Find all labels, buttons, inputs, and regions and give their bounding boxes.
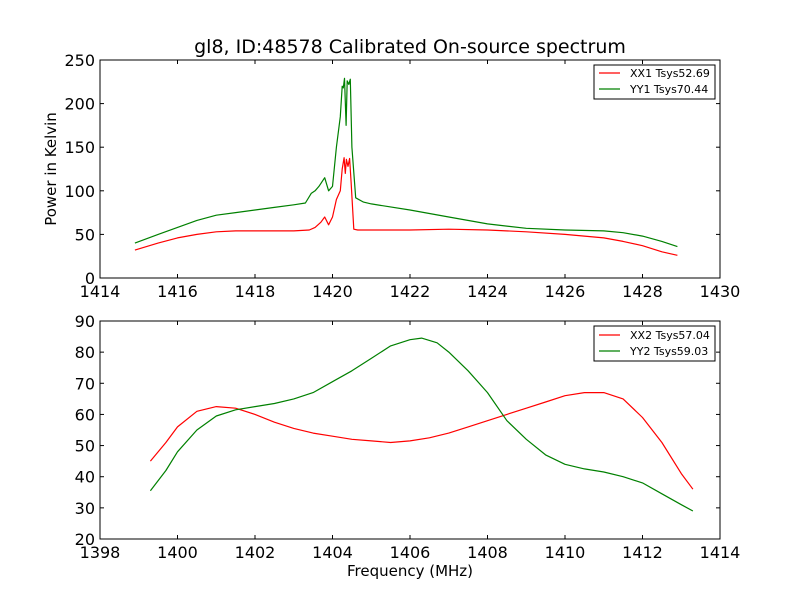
bottom-x-tick-label-7: 1412 xyxy=(622,543,663,562)
bottom-y-tick-label-5: 70 xyxy=(75,374,95,393)
top-y-tick-label-2: 100 xyxy=(64,182,95,201)
bottom-x-tick-label-5: 1408 xyxy=(467,543,508,562)
bottom-y-tick-label-3: 50 xyxy=(75,437,95,456)
top-legend: XX1 Tsys52.69 YY1 Tsys70.44 xyxy=(593,64,716,100)
top-x-tick-label-2: 1418 xyxy=(235,282,276,301)
bottom-spectrum-panel: Frequency (MHz) 1398 1400 1402 1404 1406 1408… xyxy=(75,312,741,580)
bottom-x-tick-label-1: 1400 xyxy=(157,543,198,562)
top-y-axis-label: Power in Kelvin xyxy=(42,112,60,226)
top-x-tick-label-1: 1416 xyxy=(157,282,198,301)
bottom-series-lines xyxy=(149,337,694,512)
top-spectrum-panel: gl8, ID:48578 Calibrated On-source spect… xyxy=(42,36,740,301)
top-legend-label-yy1: YY1 Tsys70.44 xyxy=(629,83,708,96)
bottom-x-tick-label-6: 1410 xyxy=(545,543,586,562)
bottom-series-line-1 xyxy=(149,337,694,512)
top-x-tick-label-7: 1428 xyxy=(622,282,663,301)
top-y-tick-label-4: 200 xyxy=(64,95,95,114)
top-x-tick-label-5: 1424 xyxy=(467,282,508,301)
top-y-tick-label-5: 250 xyxy=(64,51,95,70)
bottom-y-tick-label-2: 40 xyxy=(75,468,95,487)
bottom-plot-frame xyxy=(99,320,721,540)
bottom-x-tick-label-2: 1402 xyxy=(235,543,276,562)
top-legend-box xyxy=(593,64,716,100)
top-series-line-1 xyxy=(134,77,678,248)
bottom-x-axis-label: Frequency (MHz) xyxy=(347,562,473,580)
bottom-y-tick-label-1: 30 xyxy=(75,499,95,518)
top-series-line-0 xyxy=(134,157,678,256)
bottom-x-tick-label-3: 1404 xyxy=(312,543,353,562)
bottom-legend-label-yy2: YY2 Tsys59.03 xyxy=(629,345,708,358)
bottom-x-tick-label-8: 1414 xyxy=(700,543,741,562)
bottom-y-tick-label-0: 20 xyxy=(75,530,95,549)
top-y-tick-label-3: 150 xyxy=(64,138,95,157)
bottom-x-tick-label-0: 1398 xyxy=(80,543,121,562)
top-x-tick-label-3: 1420 xyxy=(312,282,353,301)
top-x-tick-label-0: 1414 xyxy=(80,282,121,301)
bottom-series-line-0 xyxy=(149,392,694,490)
top-x-tick-label-6: 1426 xyxy=(545,282,586,301)
chart-title: gl8, ID:48578 Calibrated On-source spect… xyxy=(194,36,626,58)
bottom-legend-box xyxy=(593,325,716,362)
bottom-y-tick-label-6: 80 xyxy=(75,343,95,362)
bottom-x-tick-label-4: 1406 xyxy=(390,543,431,562)
top-y-tick-label-0: 0 xyxy=(85,269,95,288)
top-y-tick-label-1: 50 xyxy=(75,225,95,244)
bottom-axis-ticks: 1398 1400 1402 1404 1406 1408 1410 1412 1414 20 30… xyxy=(75,312,741,562)
bottom-y-tick-label-7: 90 xyxy=(75,312,95,331)
bottom-legend-label-xx2: XX2 Tsys57.04 xyxy=(630,329,710,342)
top-x-tick-label-4: 1422 xyxy=(390,282,431,301)
bottom-legend: XX2 Tsys57.04 YY2 Tsys59.03 xyxy=(593,325,716,362)
top-axis-ticks: 1414 1416 1418 1420 1422 1424 1426 1428 1430 0 50 1… xyxy=(64,51,740,301)
bottom-y-tick-label-4: 60 xyxy=(75,405,95,424)
top-x-tick-label-8: 1430 xyxy=(700,282,741,301)
top-legend-label-xx1: XX1 Tsys52.69 xyxy=(630,67,710,80)
top-series-lines xyxy=(134,77,678,256)
top-plot-frame xyxy=(99,59,721,279)
